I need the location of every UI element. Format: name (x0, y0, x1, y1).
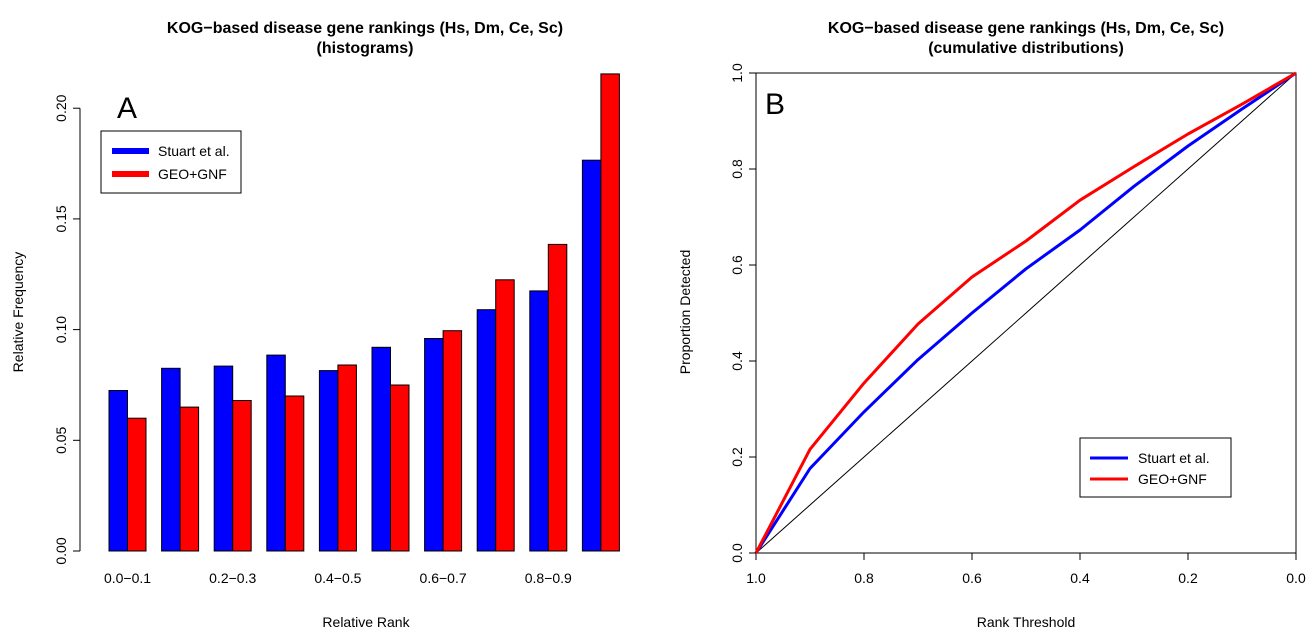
histogram-bar-geo-5 (390, 384, 410, 552)
cumulative-x-tick-label: 0.0 (1286, 570, 1306, 586)
histogram-bar-geo-4 (337, 364, 357, 552)
histogram-bar-geo-6 (442, 330, 463, 552)
histogram-y-tick-label: 0.00 (53, 537, 69, 564)
histogram-y-tick-label: 0.15 (53, 205, 69, 232)
cumulative-y-tick-label: 1.0 (729, 63, 745, 83)
cumulative-lines (754, 71, 1297, 554)
histogram-x-tick-label: 0.6−0.7 (420, 570, 467, 586)
cumulative-x-tick-label: 0.6 (962, 570, 982, 586)
cumulative-y-tick-label: 0.8 (729, 159, 745, 179)
histogram-bar-stuart-7 (476, 309, 497, 552)
histogram-bar-geo-8 (547, 243, 568, 552)
histogram-bar-geo-7 (495, 279, 515, 552)
cumulative-line-geo (754, 71, 1297, 554)
cumulative-y-tick-label: 0.6 (729, 255, 745, 275)
cumulative-line-stuart (754, 71, 1297, 554)
histogram-x-tick-label: 0.2−0.3 (209, 570, 256, 586)
cumulative-legend-box (1079, 437, 1232, 498)
cumulative-x-tick-label: 0.2 (1178, 570, 1198, 586)
histogram-bar-stuart-3 (266, 354, 286, 552)
histogram-panel-letter: A (117, 92, 137, 125)
histogram-bar-stuart-0 (108, 390, 128, 552)
histogram-bar-geo-2 (232, 400, 252, 552)
cumulative-plot-frame (755, 72, 1297, 554)
histogram-title: KOG−based disease gene rankings (Hs, Dm,… (167, 20, 563, 37)
histogram-bar-geo-1 (179, 406, 200, 552)
cumulative-panel: KOG−based disease gene rankings (Hs, Dm,… (677, 20, 1306, 630)
histogram-legend: Stuart et al. GEO+GNF (100, 130, 242, 194)
histogram-y-tick-label: 0.05 (53, 426, 69, 453)
cumulative-subtitle: (cumulative distributions) (928, 40, 1124, 57)
cumulative-panel-letter: B (765, 88, 785, 121)
cumulative-y-tick-label: 0.2 (729, 447, 745, 467)
cumulative-title: KOG−based disease gene rankings (Hs, Dm,… (828, 20, 1224, 37)
histogram-y-axis-label: Relative Frequency (10, 252, 26, 373)
histogram-panel: KOG−based disease gene rankings (Hs, Dm,… (10, 20, 620, 630)
histogram-bar-geo-9 (600, 73, 620, 552)
cumulative-y-axis-label: Proportion Detected (677, 250, 693, 375)
histogram-bar-stuart-8 (529, 290, 549, 552)
histogram-bar-stuart-6 (424, 338, 444, 552)
histogram-bars (108, 73, 620, 552)
histogram-axes: 0.0−0.1 0.2−0.3 0.4−0.5 0.6−0.7 0.8−0.9 0.00 0… (53, 94, 572, 586)
histogram-x-axis-label: Relative Rank (322, 614, 410, 630)
histogram-bar-geo-0 (127, 417, 147, 552)
histogram-bar-stuart-2 (213, 365, 234, 552)
cumulative-legend: Stuart et al. GEO+GNF (1079, 437, 1232, 498)
histogram-legend-box (100, 130, 242, 194)
cumulative-y-tick-label: 0.4 (729, 351, 745, 371)
histogram-y-tick-label: 0.20 (53, 94, 69, 121)
cumulative-legend-label-geo: GEO+GNF (1138, 471, 1207, 487)
cumulative-x-tick-label: 0.8 (854, 570, 874, 586)
histogram-bar-stuart-1 (161, 367, 181, 552)
histogram-legend-label-stuart: Stuart et al. (158, 143, 230, 159)
histogram-bar-stuart-9 (581, 159, 602, 552)
histogram-bar-stuart-5 (371, 346, 391, 552)
cumulative-x-tick-label: 0.4 (1070, 570, 1090, 586)
histogram-x-tick-label: 0.0−0.1 (104, 570, 151, 586)
cumulative-y-tick-label: 0.0 (729, 543, 745, 563)
histogram-bar-geo-3 (284, 395, 305, 552)
histogram-x-tick-label: 0.8−0.9 (525, 570, 572, 586)
histogram-legend-label-geo: GEO+GNF (158, 166, 227, 182)
cumulative-line-diagonal (755, 72, 1297, 554)
histogram-y-tick-label: 0.10 (53, 316, 69, 343)
cumulative-x-axis-label: Rank Threshold (977, 614, 1076, 630)
cumulative-legend-label-stuart: Stuart et al. (1138, 450, 1210, 466)
cumulative-x-tick-label: 1.0 (746, 570, 766, 586)
cumulative-axes: 1.0 0.8 0.6 0.4 0.2 0.0 0.0 0.2 0.4 0.6 0.8 1.0 (729, 63, 1306, 586)
histogram-x-tick-label: 0.4−0.5 (314, 570, 361, 586)
histogram-bar-stuart-4 (318, 370, 339, 552)
histogram-subtitle: (histograms) (317, 40, 414, 57)
